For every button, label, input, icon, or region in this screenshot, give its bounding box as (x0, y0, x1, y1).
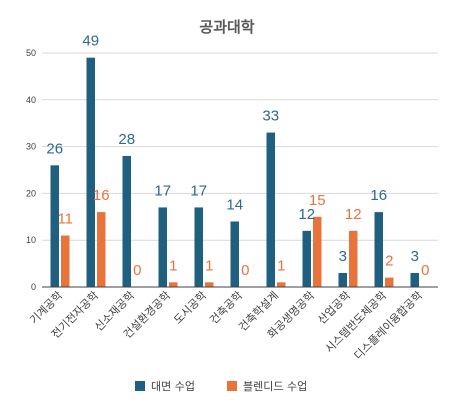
data-label-in-person-10: 3 (411, 248, 419, 265)
y-tick-label: 50 (26, 48, 36, 58)
legend-label-blended: 블렌디드 수업 (243, 380, 307, 393)
bar-in-person-0 (50, 165, 59, 287)
bar-in-person-5 (230, 221, 239, 287)
bar-blended-6 (277, 282, 286, 287)
data-label-in-person-3: 17 (154, 182, 171, 199)
data-label-blended-0: 11 (57, 211, 73, 228)
data-label-blended-9: 2 (385, 253, 393, 270)
data-label-in-person-8: 3 (339, 248, 347, 265)
bar-in-person-9 (374, 212, 383, 287)
bar-in-person-1 (86, 57, 95, 288)
bar-blended-1 (97, 212, 106, 287)
data-label-in-person-7: 12 (298, 206, 315, 223)
data-label-blended-7: 15 (309, 192, 326, 209)
data-label-in-person-5: 14 (226, 196, 243, 213)
y-tick-label: 0 (31, 282, 36, 292)
data-label-blended-3: 1 (169, 257, 177, 274)
data-label-blended-5: 0 (241, 262, 249, 279)
bar-blended-9 (385, 277, 394, 287)
bar-in-person-7 (302, 230, 311, 287)
data-label-blended-4: 1 (205, 257, 213, 274)
legend-swatch-blended (227, 381, 237, 391)
legend-label-in-person: 대면 수업 (151, 380, 195, 393)
bar-blended-8 (349, 230, 358, 287)
bar-in-person-4 (194, 207, 203, 287)
data-label-in-person-6: 33 (262, 108, 279, 125)
bar-in-person-6 (266, 132, 275, 287)
data-label-in-person-9: 16 (370, 187, 387, 204)
data-label-blended-8: 12 (345, 206, 362, 223)
bars (50, 57, 419, 288)
data-label-in-person-4: 17 (190, 182, 207, 199)
bar-blended-3 (169, 282, 178, 287)
x-tick-label: 도시공학 (171, 289, 209, 327)
bar-in-person-3 (158, 207, 167, 287)
bar-in-person-8 (338, 272, 347, 287)
chart-title: 공과대학 (199, 18, 254, 36)
data-label-blended-10: 0 (421, 262, 429, 279)
x-axis-ticks: 기계공학전기전자공학신소재공학건설환경공학도시공학건축공학건축학설계화공생명공학… (27, 289, 425, 363)
bar-in-person-10 (410, 272, 419, 287)
bar-blended-4 (205, 282, 214, 287)
data-label-blended-6: 1 (277, 257, 285, 274)
bar-blended-0 (61, 235, 70, 287)
data-label-blended-1: 16 (93, 187, 110, 204)
bar-blended-7 (313, 216, 322, 287)
data-label-blended-2: 0 (133, 262, 141, 279)
legend-swatch-in-person (135, 381, 145, 391)
gridlines (42, 52, 438, 241)
y-tick-label: 20 (26, 188, 36, 198)
bar-in-person-2 (122, 155, 131, 287)
y-tick-label: 40 (26, 95, 36, 105)
data-label-in-person-0: 26 (46, 140, 63, 157)
legend[interactable]: 대면 수업 블렌디드 수업 (135, 380, 307, 393)
y-tick-label: 30 (26, 142, 36, 152)
data-label-in-person-1: 49 (82, 33, 99, 50)
y-tick-label: 10 (26, 235, 36, 245)
y-axis-ticks: 0 10 20 30 40 50 (26, 48, 36, 292)
x-tick-label: 디스플레이융합공학 (352, 289, 426, 363)
data-label-in-person-2: 28 (118, 131, 135, 148)
